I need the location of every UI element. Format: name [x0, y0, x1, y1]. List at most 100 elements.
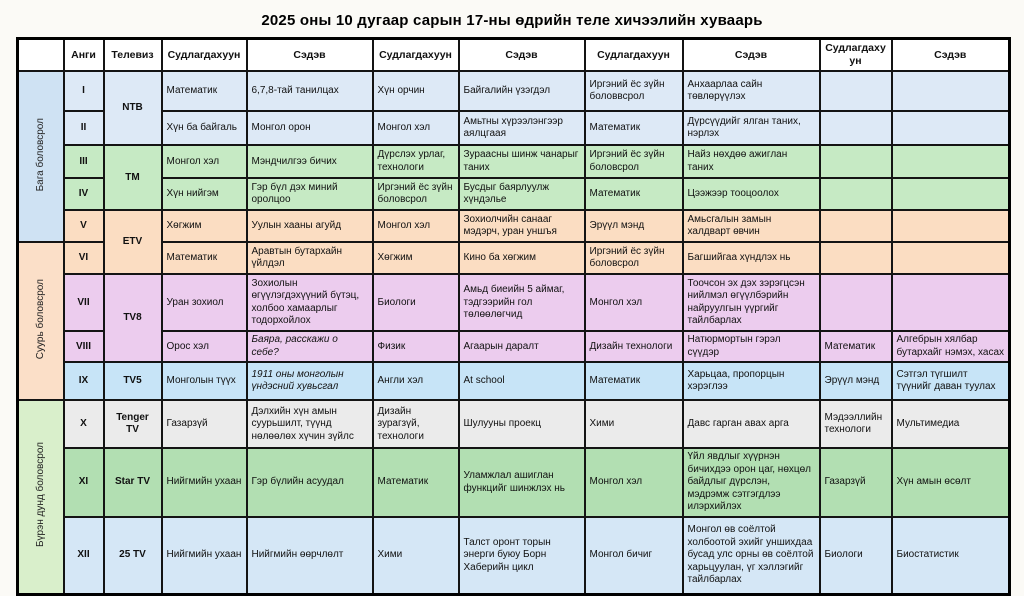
- topic-cell: Дүрсүүдийг ялган таних, нэрлэх: [681, 110, 821, 147]
- schedule-row-VI: Суурь боловсрол VI Математик Аравтын бутарх…: [16, 241, 1011, 402]
- subject-cell: [818, 110, 893, 147]
- class-label: VIII: [62, 330, 105, 364]
- topic-cell: 1911 оны монголын үндэсний хувьсгал: [245, 361, 374, 402]
- subject-cell: Дизайн зурагзүй, технологи: [371, 399, 460, 450]
- column-header-subject-4: Судлагдахуун: [818, 37, 893, 73]
- column-header-tv: Телевиз: [102, 37, 163, 73]
- topic-cell: At school: [457, 361, 586, 402]
- subject-cell: Хөгжим: [160, 209, 248, 244]
- topic-cell: Хүн амын өсөлт: [890, 447, 1011, 518]
- subject-cell: Нийгмийн ухаан: [160, 447, 248, 518]
- subject-cell: Хими: [583, 399, 684, 450]
- topic-cell: Амьтны хүрээлэнгээр аялцгаая: [457, 110, 586, 147]
- topic-cell: Дэлхийн хүн амын суурьшилт, түүнд нөлөөл…: [245, 399, 374, 450]
- subject-cell: Биологи: [818, 515, 893, 596]
- topic-cell: [890, 110, 1011, 147]
- topic-cell: Амьсгалын замын халдварт өвчин: [681, 209, 821, 244]
- subject-cell: Физик: [371, 330, 460, 364]
- topic-cell: Мэндчилгээ бичих: [245, 144, 374, 180]
- topic-cell: Багшийгаа хүндлэх нь: [681, 241, 821, 276]
- topic-cell: Бусдыг баярлуулж хүндэлье: [457, 177, 586, 212]
- subject-cell: Нийгмийн ухаан: [160, 515, 248, 596]
- education-level-cell: Суурь боловсрол: [16, 241, 65, 402]
- subject-cell: Математик: [160, 70, 248, 113]
- subject-cell: Эрүүл мэнд: [818, 361, 893, 402]
- schedule-row-IV: IV Хүн нийгэм Гэр бүл дэх миний оролцоо Ирг…: [18, 177, 1011, 212]
- schedule-row-X: Бүрэн дунд боловсрол X Tenger TV Газарзүй Дэ…: [16, 399, 1011, 596]
- subject-cell: [818, 177, 893, 212]
- topic-cell: Зохиолын өгүүлэгдэхүүний бүтэц, холбоо х…: [245, 273, 374, 333]
- topic-cell: Харьцаа, пропорцын хэрэглээ: [681, 361, 821, 402]
- tv-channel-label: 25 TV: [102, 515, 163, 596]
- topic-cell: Агаарын даралт: [457, 330, 586, 364]
- education-level-cell: Бага боловсрол: [16, 70, 65, 244]
- tv-channel-label: NTB: [102, 70, 163, 147]
- column-header-subject-1: Судлагдахуун: [160, 37, 248, 73]
- column-header-subject-2: Судлагдахуун: [371, 37, 460, 73]
- tv-channel-label: ETV: [102, 209, 163, 276]
- subject-cell: Математик: [818, 330, 893, 364]
- topic-cell: Аравтын бутархайн үйлдэл: [245, 241, 374, 276]
- topic-cell: Тоочсон эх дэх зэрэгцсэн нийлмэл өгүүлбэ…: [681, 273, 821, 333]
- subject-cell: Газарзүй: [160, 399, 248, 450]
- education-level-cell: Бүрэн дунд боловсрол: [16, 399, 65, 596]
- subject-cell: Биологи: [371, 273, 460, 333]
- schedule-row-I: Бага боловсрол I NTB Математик 6,7,8-тай тан…: [16, 70, 1011, 244]
- header-row: Анги Телевиз Судлагдахуун Сэдэв Судлагда…: [16, 37, 1011, 73]
- schedule-row-VIII: VIII Орос хэл Баяра, расскажи о себе? Физик…: [18, 330, 1011, 364]
- topic-cell: Алгебрын хялбар бутархайг нэмэх, хасах: [890, 330, 1011, 364]
- tv-channel-label: TV8: [102, 273, 163, 364]
- subject-cell: [818, 241, 893, 276]
- subject-cell: Хими: [371, 515, 460, 596]
- subject-cell: [818, 209, 893, 244]
- topic-cell: Гэр бүл дэх миний оролцоо: [245, 177, 374, 212]
- subject-cell: Математик: [583, 110, 684, 147]
- topic-cell: Уламжлал ашиглан функцийг шинжлэх нь: [457, 447, 586, 518]
- subject-cell: Дизайн технологи: [583, 330, 684, 364]
- subject-cell: Эрүүл мэнд: [583, 209, 684, 244]
- topic-cell: Үйл явдлыг хүүрнэн бичихдээ орон цаг, нө…: [681, 447, 821, 518]
- education-level-label: Бага боловсрол: [34, 117, 46, 192]
- subject-cell: Математик: [583, 177, 684, 212]
- topic-cell: Зураасны шинж чанарыг таних: [457, 144, 586, 180]
- page-title: 2025 оны 10 дугаар сарын 17-ны өдрийн те…: [261, 12, 763, 29]
- tv-channel-label: TV5: [102, 361, 163, 402]
- subject-cell: [818, 70, 893, 113]
- education-level-label: Бүрэн дунд боловсрол: [34, 442, 46, 548]
- column-header-class: Анги: [62, 37, 105, 73]
- education-level-label: Суурь боловсрол: [34, 278, 46, 360]
- tv-channel-label: TM: [102, 144, 163, 212]
- column-header-topic-1: Сэдэв: [245, 37, 374, 73]
- schedule-row-VII: VII TV8 Уран зохиол Зохиолын өгүүлэгдэхүүни…: [18, 273, 1011, 364]
- subject-cell: Орос хэл: [160, 330, 248, 364]
- schedule-row-IX: IX TV5 Монголын түүх 1911 оны монголын үндэ…: [18, 361, 1011, 402]
- topic-cell: [890, 241, 1011, 276]
- subject-cell: Англи хэл: [371, 361, 460, 402]
- topic-cell: Шулууны проекц: [457, 399, 586, 450]
- subject-cell: Иргэний ёс зүйн боловсрол: [371, 177, 460, 212]
- schedule-row-V: V ETV Хөгжим Уулын хааны агуйд Монгол хэл Зох…: [18, 209, 1011, 276]
- topic-cell: Монгол орон: [245, 110, 374, 147]
- subject-cell: [818, 144, 893, 180]
- schedule-body: Бага боловсрол I NTB Математик 6,7,8-тай тан…: [16, 70, 1011, 596]
- subject-cell: Математик: [160, 241, 248, 276]
- subject-cell: Монголын түүх: [160, 361, 248, 402]
- schedule-row-XI: XI Star TV Нийгмийн ухаан Гэр бүлийн асууда…: [18, 447, 1011, 518]
- schedule-row-XII: XII 25 TV Нийгмийн ухаан Нийгмийн өөрчлөлт Х…: [18, 515, 1011, 596]
- column-header-level: [16, 37, 65, 73]
- subject-cell: Монгол хэл: [583, 273, 684, 333]
- subject-cell: Математик: [371, 447, 460, 518]
- subject-cell: Хүн орчин: [371, 70, 460, 113]
- subject-cell: Хүн ба байгаль: [160, 110, 248, 147]
- schedule-table: Анги Телевиз Судлагдахуун Сэдэв Судлагда…: [16, 37, 1011, 596]
- column-header-topic-3: Сэдэв: [681, 37, 821, 73]
- topic-cell: Сэтгэл түгшилт түүнийг даван туулах: [890, 361, 1011, 402]
- subject-cell: Иргэний ёс зүйн боловвсрол: [583, 70, 684, 113]
- tv-channel-label: Tenger TV: [102, 399, 163, 450]
- subject-cell: Мэдээллийн технологи: [818, 399, 893, 450]
- class-label: II: [62, 110, 105, 147]
- topic-cell: [890, 273, 1011, 333]
- subject-cell: Газарзүй: [818, 447, 893, 518]
- topic-cell: Натюрмортын гэрэл сүүдэр: [681, 330, 821, 364]
- subject-cell: Математик: [583, 361, 684, 402]
